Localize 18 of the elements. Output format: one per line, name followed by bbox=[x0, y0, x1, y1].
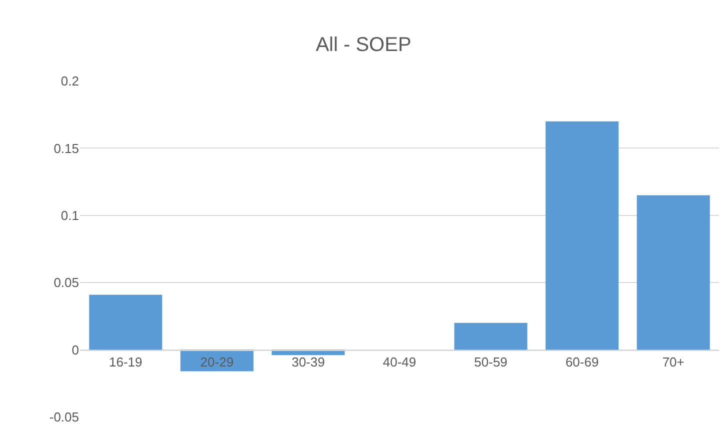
x-tick-label: 60-69 bbox=[565, 354, 599, 370]
bar bbox=[546, 121, 619, 350]
bar bbox=[89, 294, 162, 350]
y-tick-label: 0.05 bbox=[54, 275, 79, 290]
bar bbox=[636, 195, 710, 350]
y-tick-label: 0 bbox=[72, 342, 79, 358]
x-tick-label: 40-49 bbox=[382, 354, 416, 370]
y-tick-label: 0.2 bbox=[60, 74, 79, 89]
y-tick-label: 0.15 bbox=[54, 140, 79, 156]
x-tick-label: 30-39 bbox=[292, 354, 325, 370]
x-tick-label: 70+ bbox=[662, 354, 684, 370]
chart-title: All - SOEP bbox=[316, 34, 412, 56]
x-tick-label: 50-59 bbox=[474, 354, 508, 370]
y-tick-label: 0.1 bbox=[60, 208, 79, 223]
x-tick-label: 16-19 bbox=[109, 354, 142, 370]
x-tick-label: 20-29 bbox=[200, 354, 234, 370]
y-tick-label: -0.05 bbox=[49, 410, 79, 425]
bar bbox=[454, 322, 528, 350]
